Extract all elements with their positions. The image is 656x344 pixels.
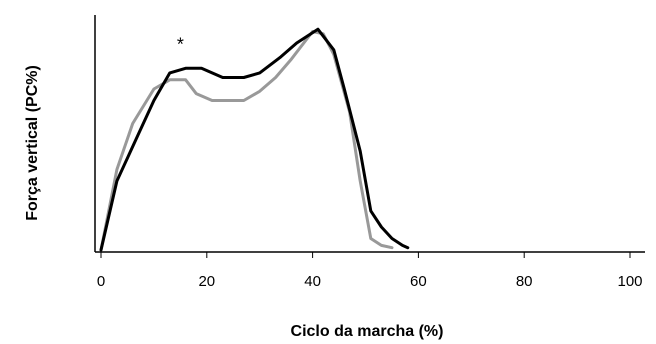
significance-asterisk: * — [177, 34, 184, 54]
x-tick-label: 100 — [617, 273, 642, 290]
x-ticks: 0 20 40 60 80 100 — [97, 252, 643, 290]
x-tick-label: 0 — [97, 273, 105, 290]
x-tick-label: 80 — [516, 273, 533, 290]
x-axis-title: Ciclo da marcha (%) — [291, 323, 444, 340]
series-line-1 — [99, 27, 410, 252]
annotation-layer: * — [177, 34, 184, 54]
series-layer — [99, 27, 410, 252]
x-tick-label: 40 — [304, 273, 321, 290]
x-tick-label: 20 — [198, 273, 215, 290]
series-line-2 — [99, 30, 394, 252]
x-tick-label: 60 — [410, 273, 427, 290]
y-axis-title: Força vertical (PC%) — [24, 65, 41, 221]
